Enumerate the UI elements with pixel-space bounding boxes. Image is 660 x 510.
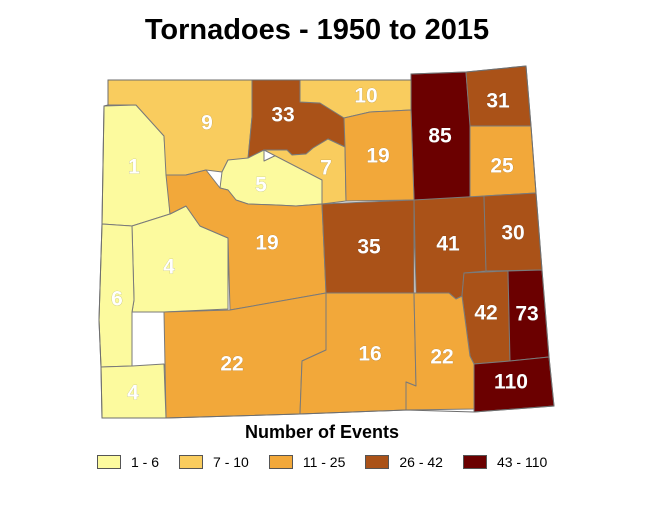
legend-swatch-3 — [268, 455, 293, 469]
county-4-value: 10 — [354, 85, 377, 108]
county-14-value: 41 — [436, 233, 460, 256]
county-20-value: 16 — [358, 343, 381, 366]
county-12-value: 19 — [255, 232, 278, 255]
legend-title: Number of Events — [244, 422, 400, 442]
county-18-value: 73 — [515, 303, 538, 326]
legend-swatch-1 — [97, 455, 121, 469]
county-2-value: 9 — [201, 112, 213, 135]
county-12 — [165, 169, 327, 311]
county-1-value: 1 — [128, 156, 140, 179]
legend-item-5: 43 - 110 — [462, 454, 548, 470]
county-23-value: 4 — [127, 382, 139, 405]
county-9-value: 19 — [366, 145, 389, 168]
legend-swatch-5 — [462, 455, 487, 469]
legend-label-1: 1 - 6 — [131, 454, 160, 470]
legend-swatch-2 — [179, 455, 204, 469]
legend-label-4: 26 - 42 — [399, 454, 443, 470]
county-10-value: 25 — [490, 155, 514, 178]
county-3-value: 33 — [271, 104, 294, 127]
legend-label-3: 11 - 25 — [302, 454, 346, 470]
legend-item-2: 7 - 10 — [179, 454, 249, 470]
legend-label-5: 43 - 110 — [496, 454, 548, 470]
legend-item-3: 11 - 25 — [268, 454, 346, 470]
county-16-value: 6 — [111, 288, 123, 311]
map-title: Tornadoes - 1950 to 2015 — [144, 14, 490, 46]
county-19-value: 22 — [220, 353, 243, 376]
legend-item-1: 1 - 6 — [97, 454, 159, 470]
county-5-value: 85 — [428, 125, 452, 148]
county-6-value: 31 — [486, 90, 510, 113]
county-22-value: 110 — [494, 371, 528, 394]
legend-label-2: 7 - 10 — [213, 454, 249, 470]
county-11-value: 4 — [163, 256, 175, 279]
county-21-value: 22 — [430, 346, 453, 369]
county-13-value: 35 — [357, 236, 381, 259]
counties-layer — [98, 65, 555, 419]
state-outline — [98, 65, 555, 419]
county-8 — [263, 138, 347, 205]
county-15-value: 30 — [501, 222, 524, 245]
legend: 1 - 6 7 - 10 11 - 25 26 - 42 43 - 110 — [97, 454, 567, 470]
legend-swatch-4 — [365, 455, 390, 469]
county-17-value: 42 — [474, 302, 497, 325]
county-7-value: 5 — [255, 174, 267, 197]
legend-item-4: 26 - 42 — [365, 454, 443, 470]
county-8-value: 7 — [320, 157, 332, 180]
